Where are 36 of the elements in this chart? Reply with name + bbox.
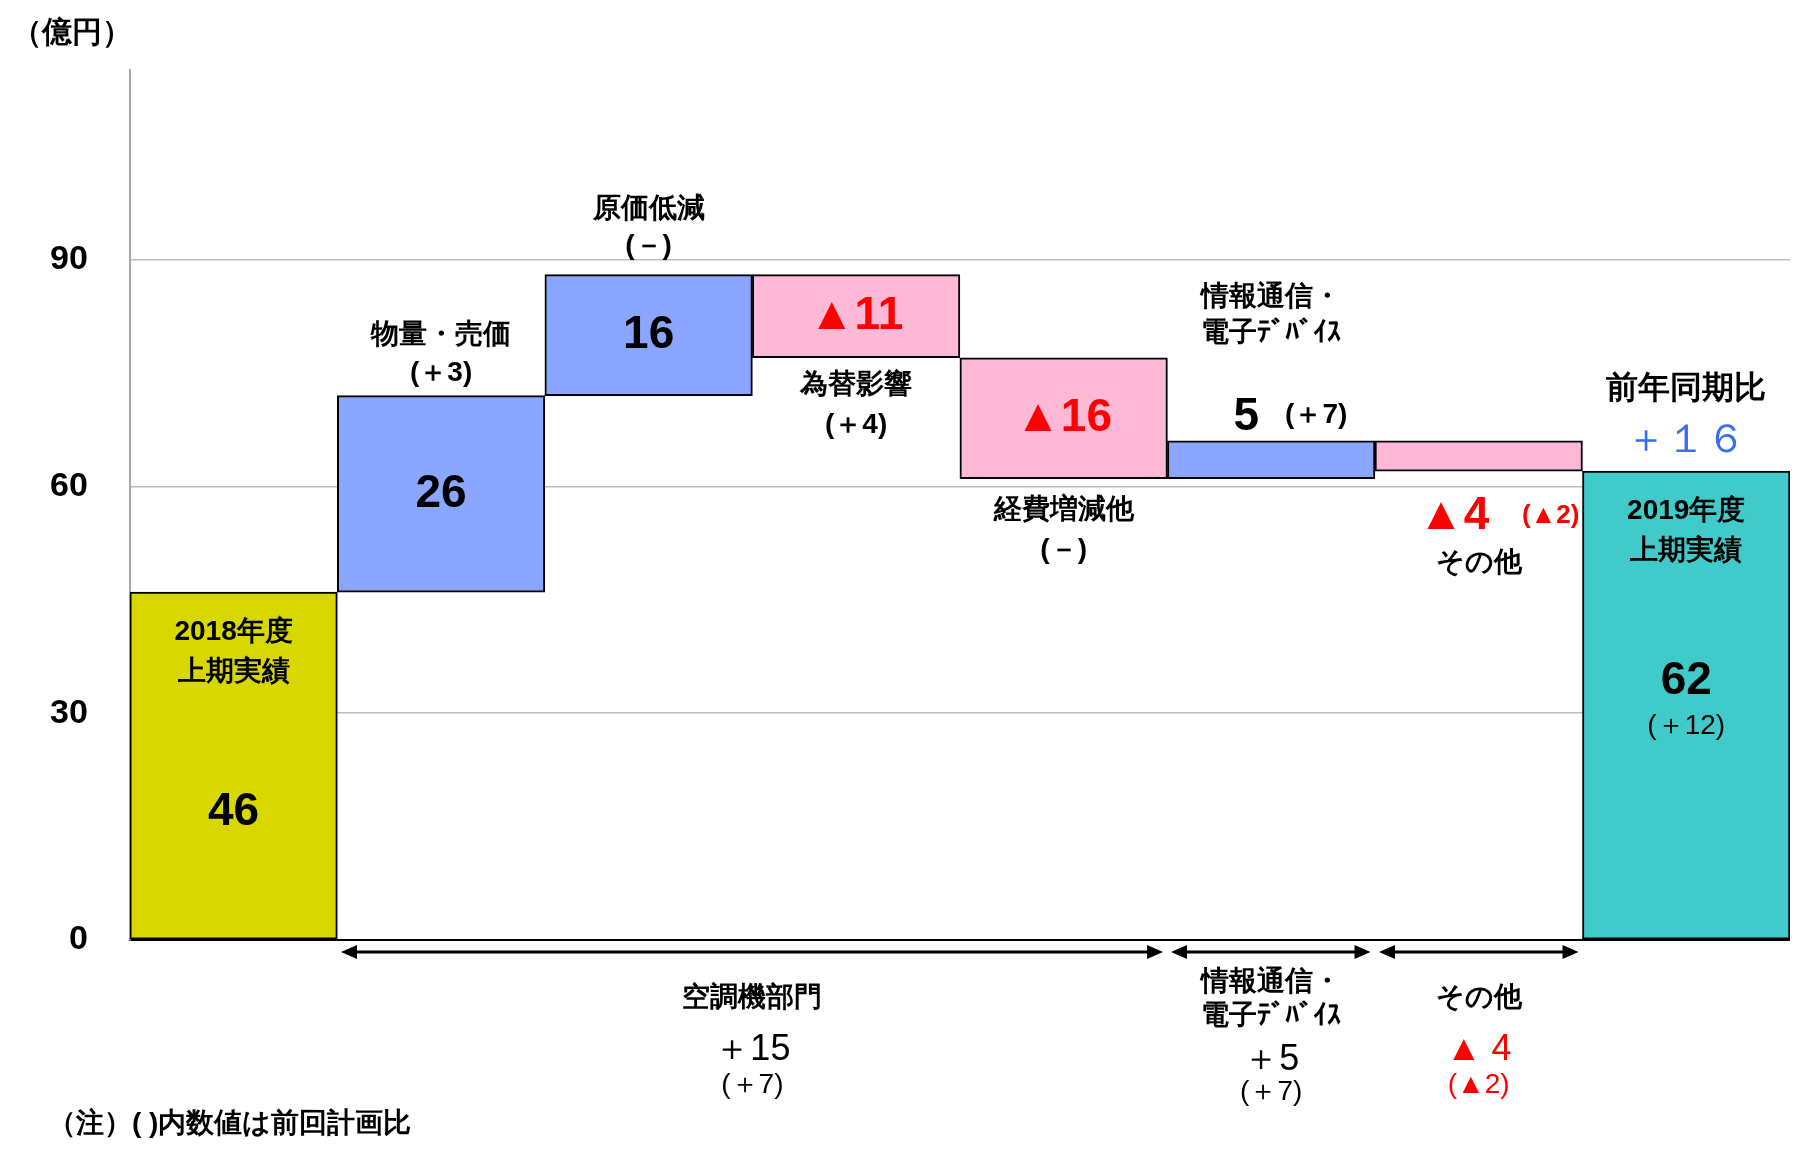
y-tick-label: 90 [49, 237, 88, 276]
x-tick-label: 原価低減 [591, 192, 705, 224]
annotation: その他 [1435, 545, 1523, 577]
text: (▲2) [1447, 1067, 1510, 1099]
annotation: (＋4) [825, 408, 888, 440]
data-label: 26 [415, 464, 467, 517]
text: ▲ 4 [1445, 1026, 1512, 1068]
x-tick-label: 経費増減他 [992, 493, 1135, 525]
annotation: (－) [1040, 533, 1087, 565]
y-tick-label: 30 [49, 691, 88, 730]
data-label: ▲4 [1418, 486, 1490, 539]
annotation: (＋7) [1285, 397, 1348, 429]
text: ＋15 [714, 1026, 791, 1068]
x-tick-label: 2019年度上期実績 [1627, 493, 1746, 565]
data-label: 16 [623, 305, 675, 358]
data-label: 62 [1660, 651, 1712, 704]
annotation: 情報通信・電子ﾃﾞﾊﾞｲｽ [1199, 279, 1342, 347]
x-tick-label: 物量・売価 [370, 318, 512, 350]
y-tick-label: 60 [49, 464, 88, 503]
annotation: 前年同期比 [1606, 369, 1767, 405]
annotation: (＋3) [409, 356, 473, 388]
y-axis-title: （億円） [12, 15, 132, 49]
x-tick-label: 2018年度上期実績 [174, 614, 293, 686]
x-tick-label: 為替影響 [799, 368, 913, 400]
data-label: ▲11 [809, 286, 904, 339]
data-label: ▲16 [1015, 388, 1113, 441]
annotation: (▲2) [1521, 499, 1580, 530]
data-label: 5 [1233, 387, 1259, 440]
text: (＋7) [721, 1067, 784, 1099]
annotation: (－) [625, 229, 672, 261]
annotation: ＋１６ [1626, 416, 1747, 461]
y-tick-label: 0 [68, 918, 88, 957]
annotation: (＋12) [1647, 708, 1726, 740]
text: 空調機部門 [682, 980, 823, 1012]
data-label: 46 [207, 782, 260, 835]
text: （注）( )内数値は前回計画比 [48, 1106, 412, 1138]
